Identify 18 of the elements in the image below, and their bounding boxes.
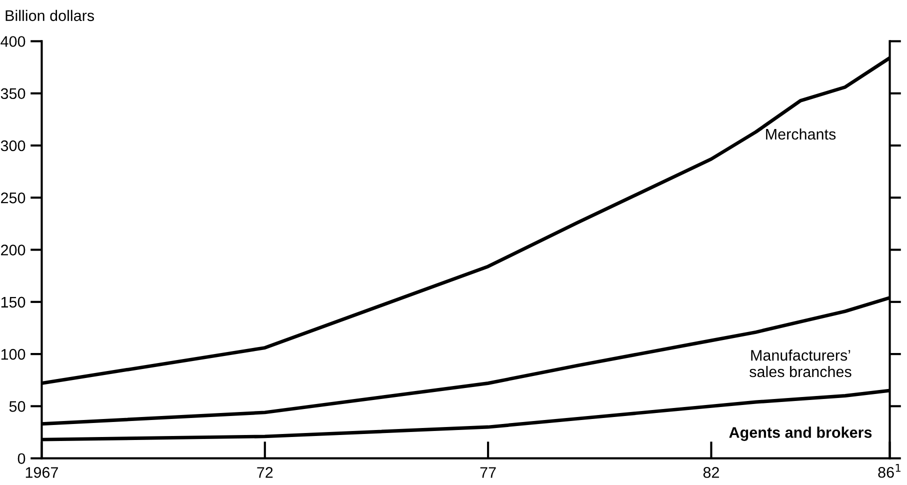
- y-tick-label: 400: [0, 36, 26, 47]
- y-tick-label: 300: [0, 140, 26, 152]
- y-tick-label: 250: [1, 192, 26, 204]
- series-label: Merchants: [766, 128, 836, 140]
- x-tick-label: 82: [703, 467, 719, 478]
- y-tick-label: 150: [1, 296, 26, 308]
- y-axis-title: Billion dollars: [6, 10, 94, 22]
- series-label: Agents and brokers: [729, 426, 872, 441]
- y-tick-label: 0: [18, 453, 26, 464]
- y-tick-label: 350: [0, 88, 26, 100]
- series-label: Manufacturers’ sales branches: [750, 350, 852, 378]
- x-tick-label: 77: [480, 467, 496, 478]
- x-tick-label: 86$^{1}$: [878, 464, 900, 478]
- y-tick-label: 100: [1, 348, 26, 360]
- x-tick-label: 72: [257, 467, 273, 478]
- y-tick-label: 200: [1, 244, 26, 256]
- x-tick-label: 1967: [26, 467, 58, 478]
- y-tick-label: 50: [9, 401, 26, 412]
